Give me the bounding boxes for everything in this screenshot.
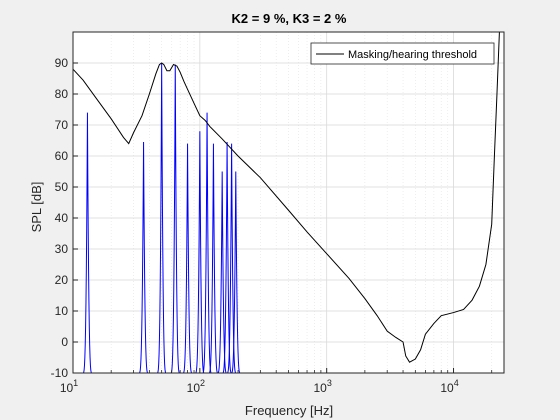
chart-title: K2 = 9 %, K3 = 2 % [232, 11, 347, 26]
y-tick-label: 0 [61, 335, 68, 349]
spectrum-peak [139, 142, 149, 374]
y-tick-label: -10 [51, 366, 69, 380]
threshold-line [72, 31, 500, 363]
spectrum-peak [170, 64, 180, 374]
spectrum-peak [222, 142, 232, 374]
y-tick-label: 20 [55, 273, 69, 287]
y-tick-label: 70 [55, 118, 69, 132]
legend-box [310, 42, 495, 65]
y-tick-label: 60 [55, 149, 69, 163]
spectrum-peak [208, 143, 218, 374]
spectrum-peak [231, 171, 241, 374]
y-tick-label: 30 [55, 242, 69, 256]
y-tick-label: 80 [55, 87, 69, 101]
axis-ticks [72, 62, 493, 374]
legend: Masking/hearing threshold [310, 42, 495, 65]
x-tick-labels: 101 102 103 104 [60, 378, 459, 395]
x-axis-label: Frequency [Hz] [245, 403, 333, 418]
spectrum-peak [202, 112, 212, 374]
y-tick-label: 40 [55, 211, 69, 225]
y-tick-label: 50 [55, 180, 69, 194]
x-tick-label: 102 [187, 378, 205, 395]
spectrum-peak [217, 171, 227, 374]
y-tick-labels: -10 0 10 20 30 40 50 60 70 80 90 [51, 56, 69, 380]
x-tick-label: 104 [440, 378, 458, 395]
y-axis-label: SPL [dB] [29, 182, 44, 233]
x-tick-label: 103 [313, 378, 331, 395]
spectrum-peak [82, 112, 93, 374]
spectrum-peak [227, 143, 237, 374]
spectrum-peak [195, 131, 205, 374]
plot-area [72, 31, 500, 374]
spectrum-peak [183, 143, 193, 374]
x-tick-label: 101 [60, 378, 78, 395]
spectrum-peaks [82, 62, 241, 374]
legend-entry-threshold: Masking/hearing threshold [348, 49, 477, 61]
y-tick-label: 90 [55, 56, 69, 70]
y-tick-label: 10 [55, 304, 69, 318]
